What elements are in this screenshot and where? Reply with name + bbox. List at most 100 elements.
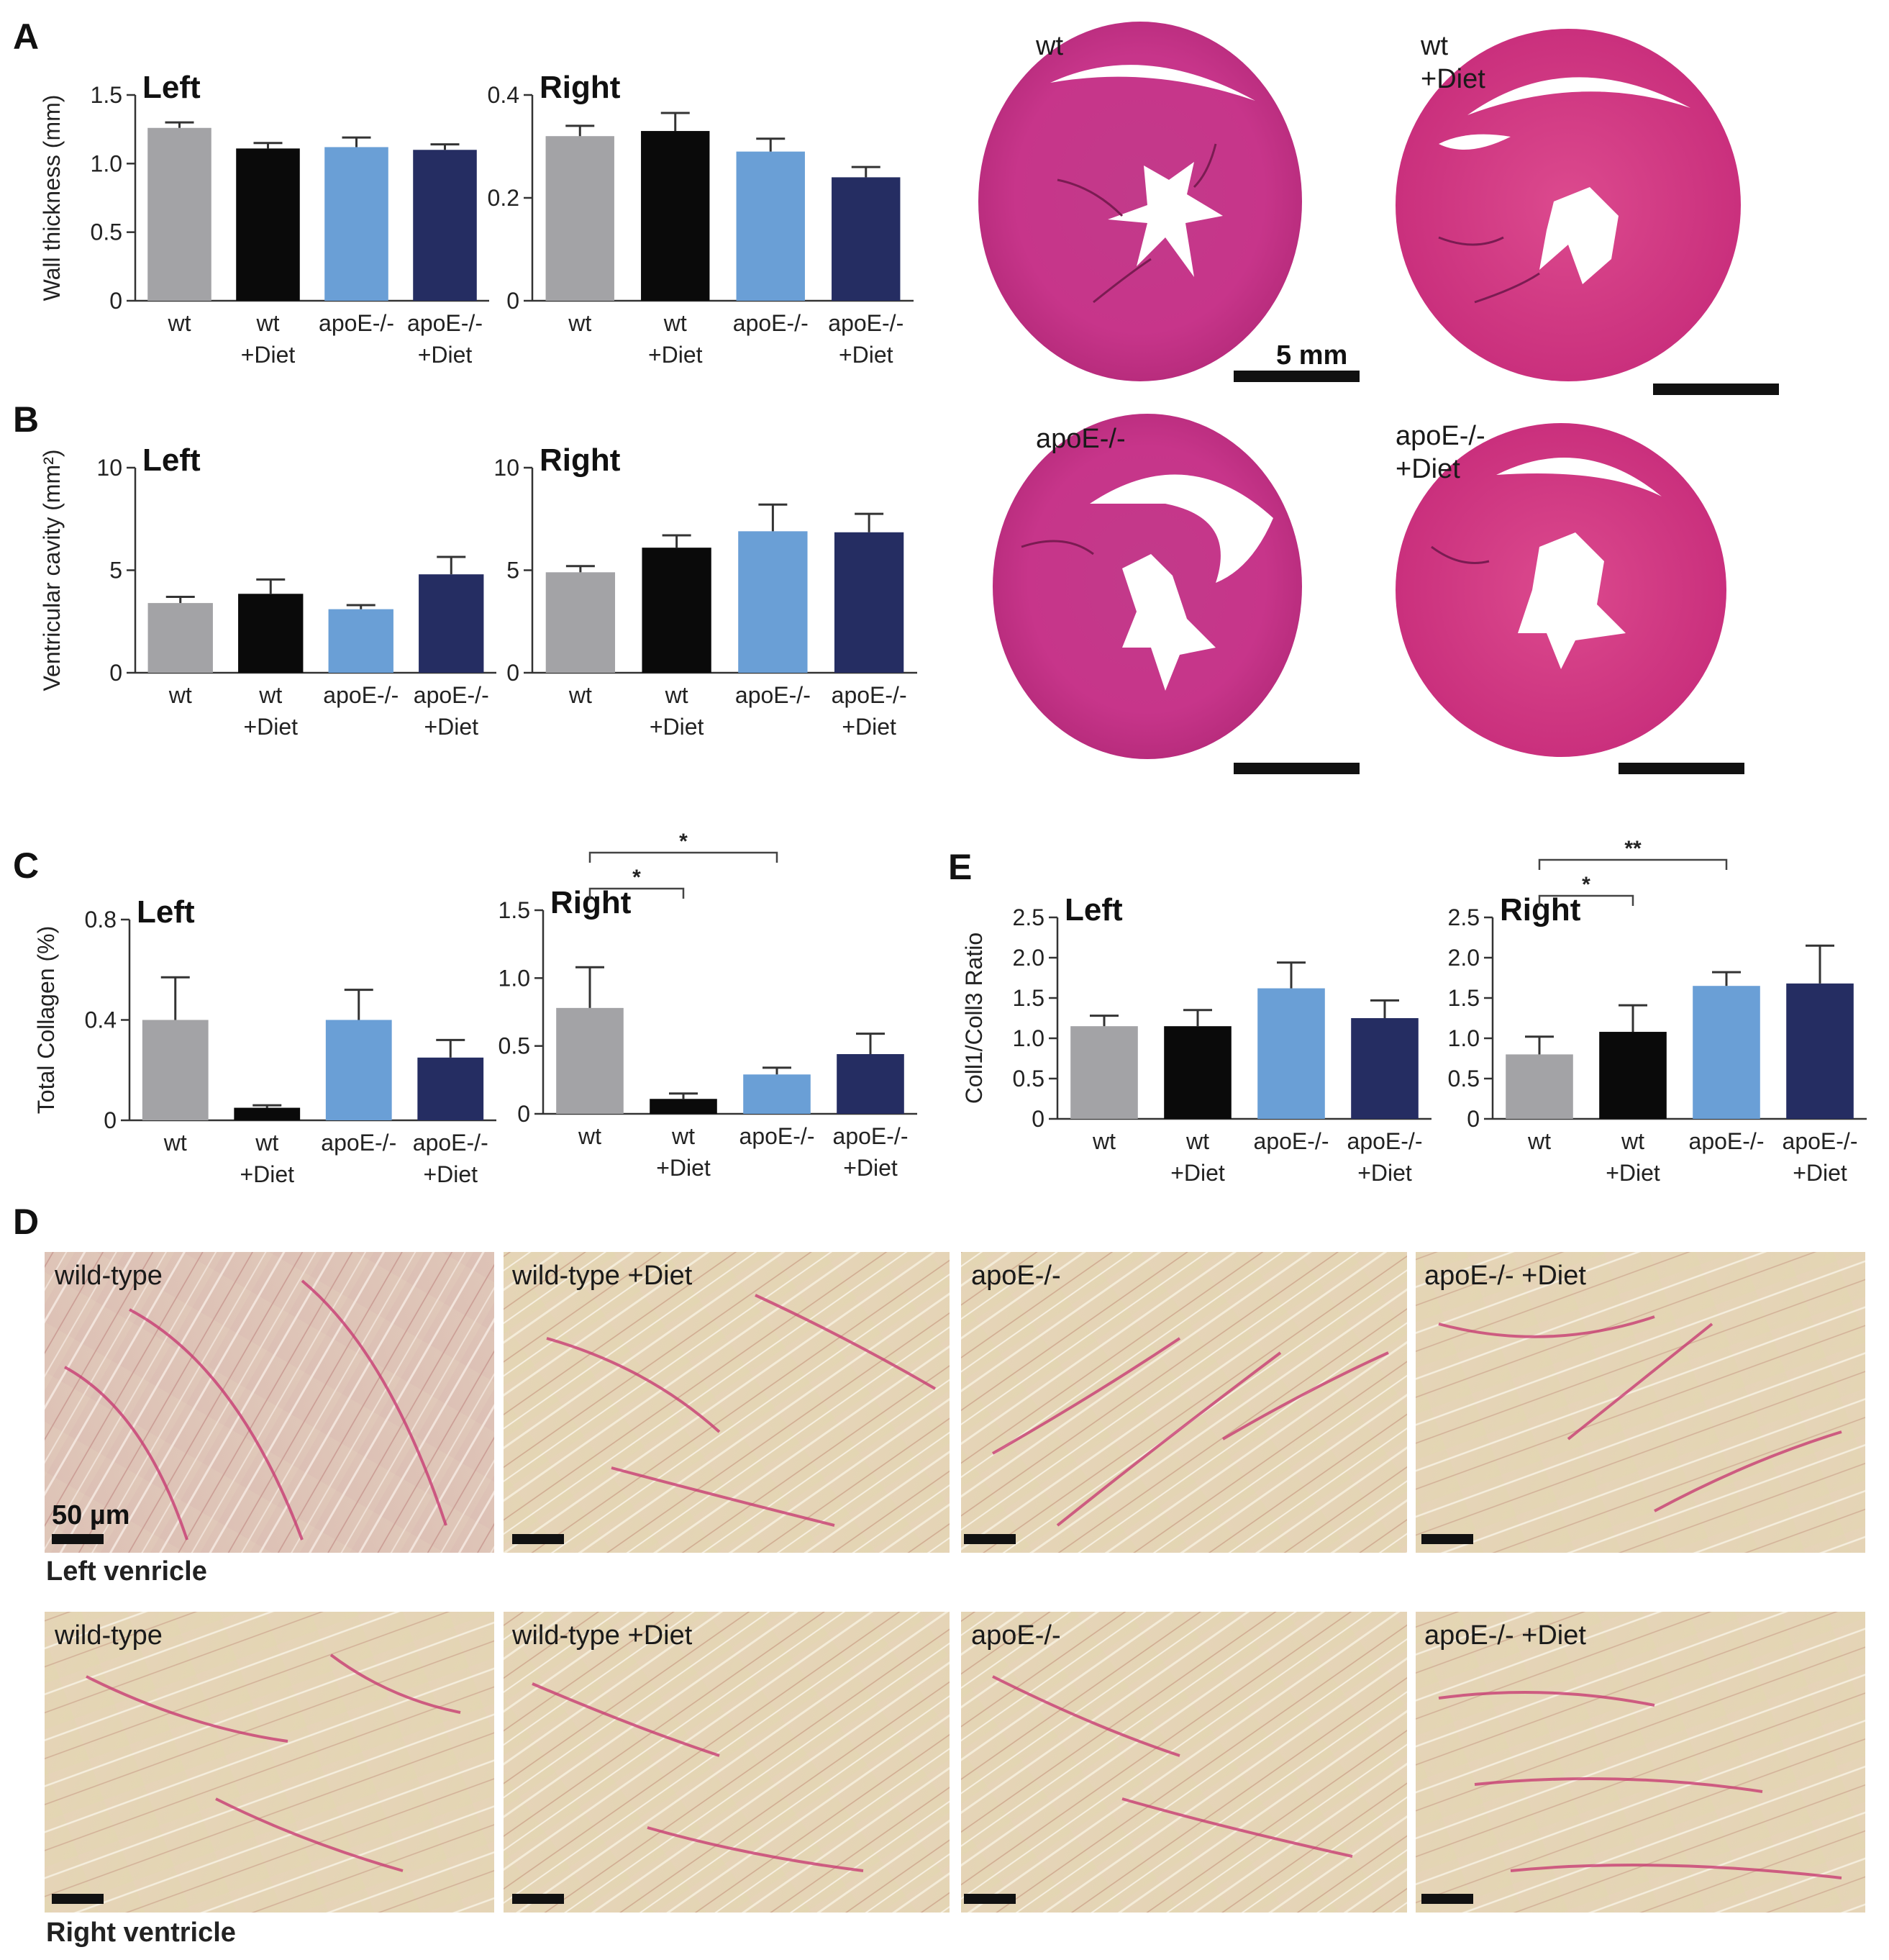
significance-label: *	[1582, 873, 1590, 897]
x-tick-label-line2: +Diet	[424, 714, 478, 740]
micrograph-scale-bar-r1-c2	[512, 1534, 564, 1544]
chart-wall-thickness-right: 0 0.2 0.4 Right wt wt +Diet apoE-/- apoE-/- +Diet	[488, 70, 914, 368]
x-tick-label-line2: +Diet	[648, 342, 703, 368]
y-tick-label: 0	[506, 288, 519, 314]
x-tick-label: wt	[671, 1123, 695, 1149]
chart-side-title: Left	[142, 443, 201, 478]
x-tick-label-line2: +Diet	[1357, 1160, 1412, 1186]
y-axis-label: Wall thickness (mm)	[39, 95, 65, 301]
x-tick-label-line2: +Diet	[240, 1161, 294, 1187]
y-tick-label: 1.0	[499, 965, 530, 991]
micrograph-row-label-left: Left venricle	[46, 1556, 207, 1587]
y-tick-label: 5	[506, 558, 519, 584]
heart-scale-bar-3	[1234, 763, 1360, 774]
bar	[743, 1074, 811, 1114]
significance-bracket	[1538, 894, 1634, 906]
micrograph-label-r1-c1: wild-type	[54, 1261, 163, 1291]
heart-scale-bar	[1234, 371, 1360, 382]
y-tick-label: 0.8	[85, 907, 117, 933]
bar	[147, 603, 213, 673]
bar	[1786, 983, 1854, 1119]
x-tick-label: apoE-/-	[1689, 1128, 1765, 1154]
chart-total-collagen-right: 0 0.5 1.0 1.5 Right wt wt +Diet apoE-/- apoE-/- +D…	[499, 830, 917, 1181]
y-tick-label: 1.0	[1013, 1025, 1044, 1051]
chart-ventricular-cavity-right: 0 5 10 Right wt wt +Diet apoE-/- apoE-/- +Diet	[493, 443, 917, 740]
x-tick-label: apoE-/-	[323, 682, 399, 708]
y-tick-label: 10	[96, 455, 122, 481]
y-tick-label: 2.5	[1448, 904, 1480, 930]
micrograph-row-label-right: Right ventricle	[46, 1918, 236, 1948]
x-tick-label-line2: +Diet	[241, 342, 296, 368]
heart-label-apoe: apoE-/-	[1036, 424, 1126, 454]
x-tick-label: wt	[568, 310, 591, 336]
bar	[238, 594, 304, 673]
bar	[832, 177, 901, 301]
x-tick-label: wt	[1621, 1128, 1644, 1154]
y-tick-label: 1.5	[1013, 985, 1044, 1011]
y-tick-label: 0.4	[488, 82, 519, 108]
heart-label-apoe-diet-line2: +Diet	[1396, 454, 1460, 484]
y-axis-label: Total Collagen (%)	[33, 926, 59, 1114]
x-tick-label: wt	[168, 310, 191, 336]
chart-coll-ratio-left: 0 0.5 1.0 1.5 2.0 2.5 Left Coll1/Coll3 Ratio wt w…	[961, 892, 1431, 1186]
y-tick-label: 0	[104, 1107, 117, 1133]
y-tick-label: 1.5	[91, 82, 122, 108]
y-tick-label: 1.0	[91, 150, 122, 176]
x-tick-label: wt	[665, 682, 688, 708]
chart-side-title: Right	[550, 885, 632, 920]
bar	[738, 531, 808, 673]
bar	[1257, 988, 1325, 1119]
micrograph-left-wild-type-diet	[504, 1252, 950, 1553]
x-tick-label: apoE-/-	[407, 310, 483, 336]
bar	[419, 574, 484, 673]
micrograph-label-r1-c2: wild-type +Diet	[511, 1261, 693, 1291]
heart-label-wt-diet-line2: +Diet	[1421, 64, 1485, 94]
x-tick-label: wt	[1185, 1128, 1209, 1154]
x-tick-label: apoE-/-	[319, 310, 394, 336]
bar	[1070, 1026, 1138, 1119]
chart-ventricular-cavity-left: 0 5 10 Left Ventricular cavity (mm²) wt wt +Die…	[39, 443, 496, 740]
x-tick-label: wt	[578, 1123, 601, 1149]
x-tick-label-line2: +Diet	[656, 1155, 711, 1181]
y-tick-label: 0	[506, 660, 519, 686]
x-tick-label-line2: +Diet	[839, 342, 893, 368]
bar	[1164, 1026, 1232, 1119]
heart-section-apoe	[993, 414, 1302, 759]
panel-letter-c: C	[13, 845, 39, 886]
collagen-fibers	[64, 1279, 1842, 1879]
micrograph-label-r2-c3: apoE-/-	[971, 1620, 1061, 1651]
x-tick-label-line2: +Diet	[243, 714, 298, 740]
chart-side-title: Right	[1500, 892, 1581, 927]
heart-section-apoe-diet	[1396, 423, 1726, 757]
significance-bracket	[1538, 858, 1728, 870]
panel-letter-b: B	[13, 399, 39, 440]
micrograph-left-apoe-diet	[1416, 1252, 1865, 1553]
x-tick-label: wt	[568, 682, 592, 708]
bar	[642, 548, 711, 673]
bar	[736, 151, 805, 301]
x-tick-label: apoE-/-	[321, 1130, 396, 1156]
micrograph-label-r2-c1: wild-type	[54, 1620, 163, 1651]
x-tick-label: apoE-/-	[733, 310, 809, 336]
bar	[545, 572, 616, 673]
micrograph-right-wild-type	[45, 1612, 494, 1913]
bar	[834, 532, 904, 673]
panel-d-micrographs: wild-type wild-type +Diet apoE-/- apoE-/…	[45, 1252, 1865, 1948]
x-tick-label: wt	[663, 310, 687, 336]
micrograph-label-r1-c3: apoE-/-	[971, 1261, 1061, 1291]
bar	[142, 1020, 209, 1120]
bar	[1506, 1054, 1573, 1119]
panel-letter-a: A	[13, 17, 39, 57]
bar	[236, 148, 300, 301]
significance-label: *	[632, 866, 641, 889]
bar	[837, 1053, 904, 1114]
heart-scale-bar-4	[1619, 763, 1744, 774]
x-tick-label: apoE-/-	[1783, 1128, 1858, 1154]
chart-wall-thickness-left: 0 0.5 1.0 1.5 Left Wall thickness (mm) wt wt +Di…	[39, 70, 489, 368]
y-axis-label: Ventricular cavity (mm²)	[39, 449, 65, 691]
chart-side-title: Right	[540, 443, 621, 478]
y-tick-label: 0	[109, 288, 122, 314]
chart-total-collagen-left: 0 0.4 0.8 Left Total Collagen (%) wt wt +Diet ap…	[33, 894, 496, 1187]
bar	[234, 1107, 301, 1120]
